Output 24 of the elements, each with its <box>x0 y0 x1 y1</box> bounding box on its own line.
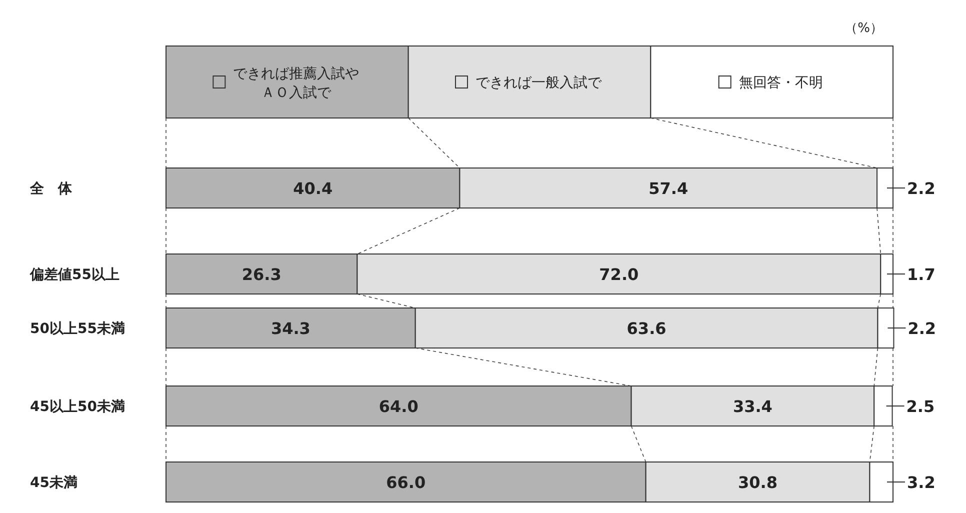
data-label: 26.3 <box>242 265 282 284</box>
data-label: 33.4 <box>732 397 772 416</box>
y-tick-label: 50以上55未満 <box>30 321 125 337</box>
text: （%） <box>844 21 883 36</box>
data-label: 64.0 <box>378 397 418 416</box>
data-label: 34.3 <box>270 319 310 338</box>
data-label: 2.5 <box>906 397 935 416</box>
data-label: 1.7 <box>907 265 936 284</box>
y-tick-label: 全 体 <box>29 181 73 197</box>
data-label: 57.4 <box>648 179 688 198</box>
data-label: 2.2 <box>907 179 936 198</box>
legend-label: 無回答・不明 <box>738 75 823 91</box>
data-label: 40.4 <box>293 179 333 198</box>
legend-label: できれば推薦入試やＡＯ入試で <box>233 66 360 101</box>
y-tick-label: 45以上50未満 <box>30 399 125 415</box>
data-label: 72.0 <box>599 265 639 284</box>
data-label: 30.8 <box>738 473 778 492</box>
data-label: 66.0 <box>386 473 426 492</box>
data-label: 63.6 <box>626 319 666 338</box>
data-label: 2.2 <box>908 319 936 338</box>
data-label: 3.2 <box>907 473 936 492</box>
y-tick-label: 45未満 <box>30 475 78 491</box>
y-tick-label: 偏差値55以上 <box>29 267 120 283</box>
legend-label: できれば一般入試で <box>476 75 602 91</box>
